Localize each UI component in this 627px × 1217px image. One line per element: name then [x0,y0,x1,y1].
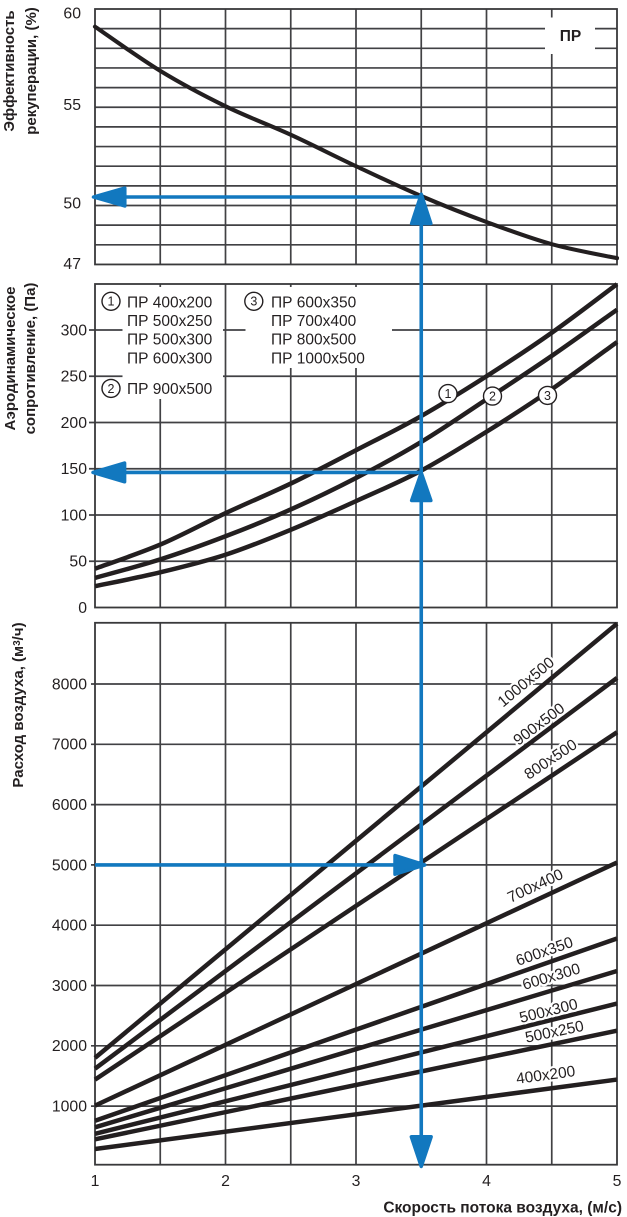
svg-text:3: 3 [250,295,257,309]
svg-text:50: 50 [63,195,81,212]
svg-text:3: 3 [544,389,551,403]
svg-text:ПР 400x200: ПР 400x200 [127,295,213,312]
svg-text:Эффективность: Эффективность [1,10,18,131]
svg-text:ПР 700x400: ПР 700x400 [271,313,357,330]
svg-text:150: 150 [61,461,88,478]
svg-text:ПР 900x500: ПР 900x500 [127,381,213,398]
svg-text:5: 5 [613,1173,622,1190]
svg-text:ПР 500x300: ПР 500x300 [127,332,213,349]
svg-text:Аэродинамическое: Аэродинамическое [2,287,19,431]
svg-text:250: 250 [61,369,88,386]
svg-text:2: 2 [489,390,496,404]
svg-text:3: 3 [352,1173,361,1190]
svg-text:3000: 3000 [52,978,87,995]
svg-text:ПР 800x500: ПР 800x500 [271,332,357,349]
svg-text:2: 2 [108,382,115,396]
svg-text:5000: 5000 [52,857,87,874]
svg-text:7000: 7000 [52,737,87,754]
svg-text:300: 300 [61,322,88,339]
svg-text:8000: 8000 [52,676,87,693]
svg-text:1: 1 [108,295,115,309]
svg-text:Расход воздуха, (м3/ч): Расход воздуха, (м3/ч) [10,622,27,787]
svg-text:47: 47 [63,256,81,273]
svg-text:55: 55 [63,97,81,114]
svg-text:6000: 6000 [52,797,87,814]
svg-text:2000: 2000 [52,1038,87,1055]
svg-text:4000: 4000 [52,918,87,935]
svg-text:сопротивление, (Па): сопротивление, (Па) [22,283,39,435]
svg-text:рекуперации, (%): рекуперации, (%) [23,7,40,135]
svg-text:60: 60 [63,5,81,22]
svg-text:200: 200 [61,415,88,432]
svg-text:ПР 600x350: ПР 600x350 [271,295,357,312]
svg-text:Скорость потока воздуха, (м/с): Скорость потока воздуха, (м/с) [383,1200,622,1217]
svg-text:ПР 1000x500: ПР 1000x500 [271,350,365,367]
svg-text:ПР: ПР [560,28,581,45]
svg-text:50: 50 [69,554,87,571]
svg-text:1000: 1000 [52,1099,87,1116]
svg-text:100: 100 [61,507,88,524]
svg-text:ПР 600x300: ПР 600x300 [127,350,213,367]
svg-text:2: 2 [221,1173,230,1190]
svg-text:ПР 500x250: ПР 500x250 [127,313,213,330]
svg-text:4: 4 [482,1173,491,1190]
svg-text:1: 1 [91,1173,100,1190]
svg-text:1: 1 [445,387,452,401]
svg-text:0: 0 [78,600,87,617]
